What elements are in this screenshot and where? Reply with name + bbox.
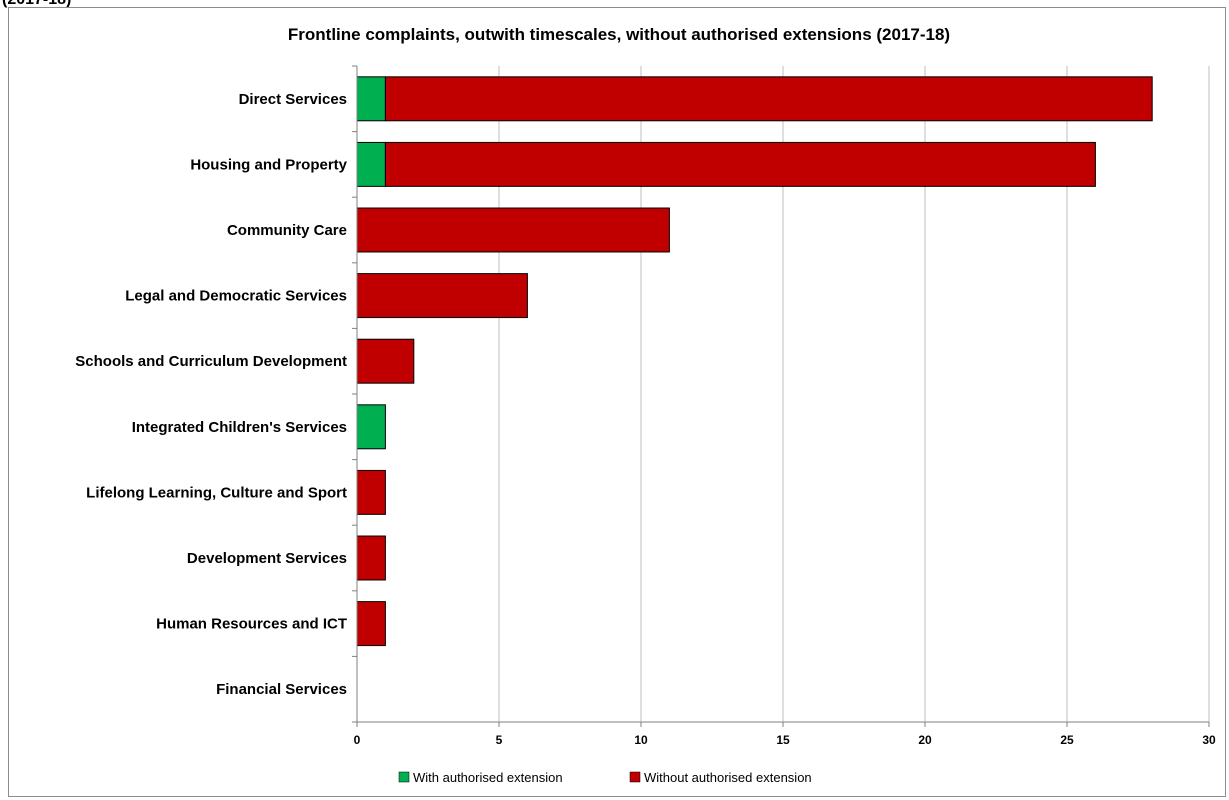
legend: With authorised extension Without author… [398,770,812,785]
bar-without-extension-2 [356,207,670,253]
category-label-7: Development Services [187,550,347,567]
category-label-0: Direct Services [239,91,347,108]
category-label-3: Legal and Democratic Services [125,288,347,305]
x-tick-label-30: 30 [1202,733,1216,747]
axes [352,65,1210,727]
bar-without-extension-7 [356,535,386,581]
category-label-4: Schools and Curriculum Development [75,353,347,370]
category-labels: Direct Services Housing and Property Commu… [75,91,347,698]
bar-without-extension-8 [356,601,386,647]
x-tick-label-0: 0 [354,733,361,747]
category-label-9: Financial Services [216,681,347,698]
category-label-8: Human Resources and ICT [156,616,347,633]
x-tick-label-25: 25 [1060,733,1074,747]
bar-with-extension-1 [356,141,386,187]
x-tick-labels: 0 5 10 15 20 25 30 [354,733,1216,747]
category-label-5: Integrated Children's Services [132,419,347,436]
x-tick-label-10: 10 [634,733,648,747]
x-tick-label-20: 20 [918,733,932,747]
chart-title: Frontline complaints, outwith timescales… [288,25,950,44]
category-label-1: Housing and Property [190,156,347,173]
bar-with-extension-0 [356,76,386,122]
legend-label-with-extension: With authorised extension [413,770,563,785]
header-fragment: (2017-18) [2,0,71,9]
x-tick-label-5: 5 [496,733,503,747]
bar-without-extension-1 [384,141,1096,187]
category-label-6: Lifelong Learning, Culture and Sport [86,484,347,501]
bar-without-extension-0 [384,76,1153,122]
legend-swatch-without-extension [629,771,641,783]
bar-without-extension-4 [356,338,415,384]
chart: Frontline complaints, outwith timescales… [75,25,1216,785]
bar-without-extension-6 [356,469,386,515]
legend-swatch-with-extension [398,771,410,783]
chart-frame: Frontline complaints, outwith timescales… [8,7,1226,797]
bar-with-extension-5 [356,404,386,450]
bar-without-extension-3 [356,273,528,319]
bars [356,76,1153,647]
legend-label-without-extension: Without authorised extension [644,770,812,785]
x-tick-label-15: 15 [776,733,790,747]
category-label-2: Community Care [227,222,347,239]
